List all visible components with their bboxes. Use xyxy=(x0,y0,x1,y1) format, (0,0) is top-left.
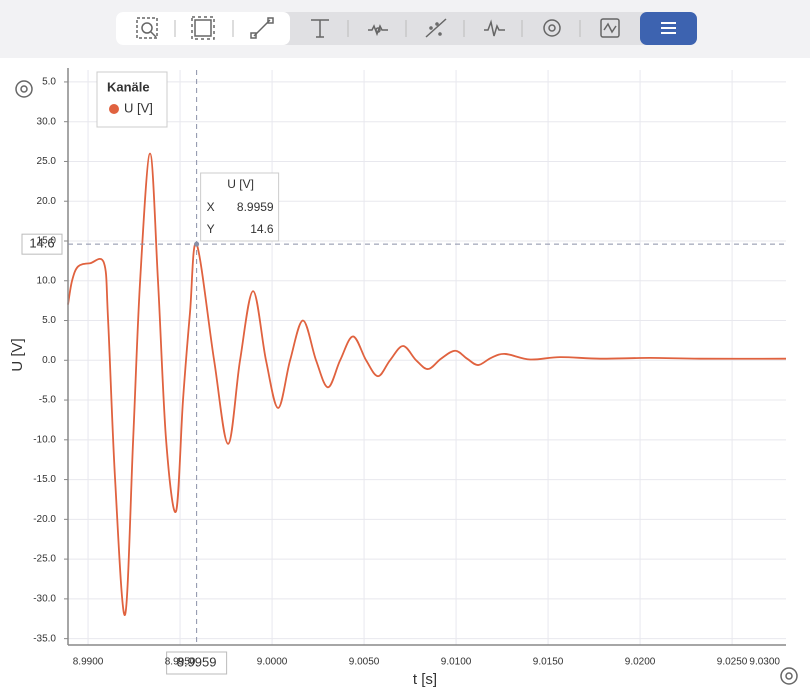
fit-tool[interactable] xyxy=(368,24,388,37)
legend-title: Kanäle xyxy=(107,79,150,94)
tooltip-x-name: X xyxy=(207,200,215,214)
y-tick-label: 5.0 xyxy=(42,77,56,88)
x-tick-label: 9.0250 xyxy=(717,657,748,668)
grid xyxy=(64,70,786,645)
toolbar xyxy=(116,12,697,45)
x-tick-label: 9.0200 xyxy=(625,657,656,668)
y-tick-label: -35.0 xyxy=(33,633,56,644)
separators xyxy=(174,20,581,37)
line-tool[interactable] xyxy=(250,17,274,39)
x-tick-label: 9.0050 xyxy=(349,657,380,668)
zoom-tool[interactable] xyxy=(136,17,158,39)
y-tick-label: 30.0 xyxy=(37,116,57,127)
tool-group xyxy=(116,12,290,45)
y-tick-label: -10.0 xyxy=(33,434,56,445)
legend: Kanäle U [V] xyxy=(96,71,168,128)
tooltip-y-value: 14.6 xyxy=(250,222,274,236)
y-tick-label: 25.0 xyxy=(37,156,57,167)
x-axis-title: t [s] xyxy=(413,671,437,688)
text-tool[interactable] xyxy=(311,19,329,38)
signal-tool[interactable] xyxy=(484,19,505,37)
x-tick-label: 8.9900 xyxy=(73,657,104,668)
x-tick-label: 9.0300 xyxy=(749,657,780,668)
list-icon xyxy=(661,22,676,34)
y-tick-label: -25.0 xyxy=(33,554,56,565)
axis-settings[interactable] xyxy=(780,667,798,685)
regression-tool[interactable] xyxy=(425,18,447,38)
series-line xyxy=(67,152,787,616)
tooltip-y-name: Y xyxy=(207,222,215,236)
y-readout-box xyxy=(21,233,63,255)
y-tick-label: -15.0 xyxy=(33,474,56,485)
cursor: 14.6 8.9959 U [V] X 8.9959 Y 14.6 xyxy=(21,70,786,675)
y-tick-label: 15.0 xyxy=(37,236,57,247)
y-tick-label: 5.0 xyxy=(42,315,56,326)
select-tool[interactable] xyxy=(191,16,215,40)
x-readout-box xyxy=(166,651,228,675)
x-tick-label: 9.0100 xyxy=(441,657,472,668)
y-tick-label: -20.0 xyxy=(33,514,56,525)
x-tick-label: 8.9950 xyxy=(165,657,196,668)
y-tick-label: 10.0 xyxy=(37,275,57,286)
y-readout: 14.6 xyxy=(29,236,54,251)
analysis-tool[interactable] xyxy=(600,18,620,38)
y-axis-title: U [V] xyxy=(9,338,26,371)
x-tick-label: 9.0150 xyxy=(533,657,564,668)
tooltip-x-value: 8.9959 xyxy=(237,200,274,214)
cursor-point xyxy=(194,241,200,247)
y-tick-label: 0.0 xyxy=(42,355,56,366)
tooltip-box xyxy=(200,172,280,242)
legend-marker xyxy=(109,104,119,114)
legend-label: U [V] xyxy=(124,100,153,115)
y-tick-label: -5.0 xyxy=(39,395,57,406)
legend-box xyxy=(96,71,168,128)
x-tick-label: 9.0000 xyxy=(257,657,288,668)
y-tick-label: 20.0 xyxy=(37,196,57,207)
tooltip-title: U [V] xyxy=(227,177,254,191)
plot xyxy=(67,152,787,616)
y-tick-label: -30.0 xyxy=(33,594,56,605)
settings-tool[interactable] xyxy=(543,19,561,37)
x-readout: 8.9959 xyxy=(177,654,217,669)
axis-settings[interactable] xyxy=(15,80,33,98)
